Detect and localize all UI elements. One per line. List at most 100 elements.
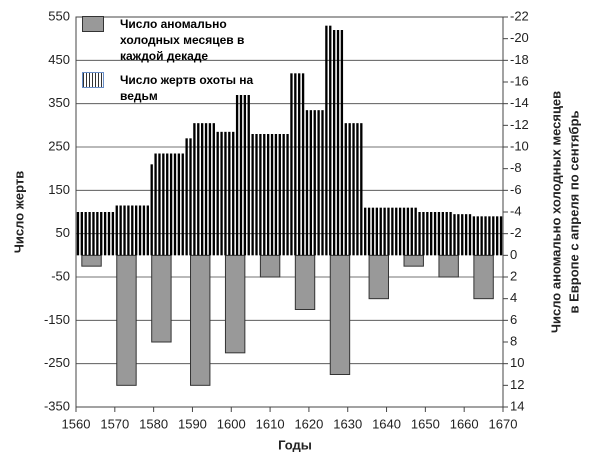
x-tick-label: 1670 xyxy=(489,416,518,431)
cold-bar xyxy=(151,254,172,343)
victim-bar xyxy=(154,153,157,256)
victim-bar xyxy=(398,207,402,256)
victim-bar xyxy=(212,123,215,256)
victim-bar xyxy=(418,212,421,256)
victim-bar xyxy=(107,212,111,256)
victim-bar xyxy=(80,212,83,256)
y2-tick-label: -18 xyxy=(510,52,529,67)
victim-bar xyxy=(282,134,285,256)
x-tick-label: 1590 xyxy=(178,416,207,431)
victim-bar xyxy=(84,212,87,256)
victim-bar xyxy=(259,134,262,256)
cold-bar xyxy=(190,254,211,386)
victim-bar xyxy=(336,30,340,256)
victim-bar xyxy=(235,95,239,256)
victim-bar xyxy=(286,134,289,256)
victim-bar xyxy=(247,95,250,256)
victim-bar xyxy=(96,212,99,256)
y2-tick-label: 14 xyxy=(510,398,524,413)
victim-bar xyxy=(352,123,355,256)
victim-bar xyxy=(135,205,138,256)
cold-bar xyxy=(259,254,281,278)
victim-bar xyxy=(278,134,281,256)
legend-item: Число жертв охоты на ведьм xyxy=(82,72,282,104)
victim-bar xyxy=(317,110,320,256)
y2-tick-label: 6 xyxy=(510,312,517,327)
victim-bar xyxy=(332,30,336,256)
victim-bar xyxy=(200,123,204,256)
y-tick-label: -250 xyxy=(44,355,70,370)
y2-tick-label: -16 xyxy=(510,73,529,88)
y2-tick-label: 12 xyxy=(510,377,524,392)
victim-bar xyxy=(379,207,382,256)
y2-tick-label: -12 xyxy=(510,117,529,132)
victim-bar xyxy=(274,134,278,256)
victim-bar xyxy=(115,205,118,256)
y-tick-label: 150 xyxy=(48,182,70,197)
victim-bar xyxy=(290,73,293,256)
victim-bar xyxy=(204,123,208,256)
x-tick-label: 1560 xyxy=(62,416,91,431)
y-axis-label: Число жертв xyxy=(11,171,26,253)
victim-bar xyxy=(263,134,266,256)
victim-bar xyxy=(468,214,472,256)
x-tick-label: 1580 xyxy=(139,416,168,431)
victim-bar xyxy=(437,212,441,256)
victim-bar xyxy=(166,153,169,256)
victim-bar xyxy=(496,216,499,256)
victim-bar xyxy=(371,207,375,256)
cold-bar xyxy=(294,254,316,310)
victim-bar xyxy=(325,25,328,256)
y2-tick-label: -2 xyxy=(510,225,522,240)
victim-bar xyxy=(298,73,301,256)
legend-label: Число жертв охоты на ведьм xyxy=(120,73,254,103)
y-tick-label: 450 xyxy=(48,52,70,67)
victim-bar xyxy=(492,216,495,256)
victim-bar xyxy=(433,212,437,256)
cold-bar xyxy=(81,254,102,267)
victim-bar xyxy=(216,131,219,256)
victim-bar xyxy=(100,212,103,256)
victim-bar xyxy=(364,207,367,256)
victim-bar xyxy=(344,123,347,256)
victim-bar xyxy=(162,153,165,256)
victim-bar xyxy=(309,110,313,256)
legend: Число аномально холодных месяцев в каждо… xyxy=(82,16,282,112)
victim-bar xyxy=(251,134,254,256)
victim-bar xyxy=(406,207,410,256)
victim-bar xyxy=(294,73,297,256)
victim-bar xyxy=(127,205,130,256)
victim-bar xyxy=(228,131,231,256)
victim-bar xyxy=(395,207,398,256)
x-axis-label: Годы xyxy=(278,437,312,452)
victim-bar xyxy=(197,123,200,256)
cold-bar xyxy=(403,254,424,267)
y-tick-label: 350 xyxy=(48,95,70,110)
x-tick-label: 1610 xyxy=(256,416,285,431)
victim-bar xyxy=(464,214,468,256)
victim-bar xyxy=(329,25,332,256)
victim-bar xyxy=(193,123,196,256)
victim-bar xyxy=(426,212,429,256)
victim-bar xyxy=(476,216,479,256)
y-tick-label: -150 xyxy=(44,312,70,327)
victim-bar xyxy=(445,212,448,256)
y2-tick-label: -20 xyxy=(510,30,529,45)
victim-bar xyxy=(441,212,444,256)
y-tick-label: 250 xyxy=(48,138,70,153)
victim-bar xyxy=(220,131,223,256)
legend-swatch xyxy=(82,16,104,32)
y-tick-label: -50 xyxy=(51,268,70,283)
victim-bar xyxy=(131,205,134,256)
cold-bar xyxy=(368,254,389,300)
victim-bar xyxy=(138,205,142,256)
victim-bar xyxy=(119,205,122,256)
victim-bar xyxy=(449,212,452,256)
x-tick-label: 1640 xyxy=(372,416,401,431)
victim-bar xyxy=(177,153,181,256)
victim-bar xyxy=(142,205,146,256)
victim-bar xyxy=(150,164,153,256)
y2-tick-label: -10 xyxy=(510,138,529,153)
